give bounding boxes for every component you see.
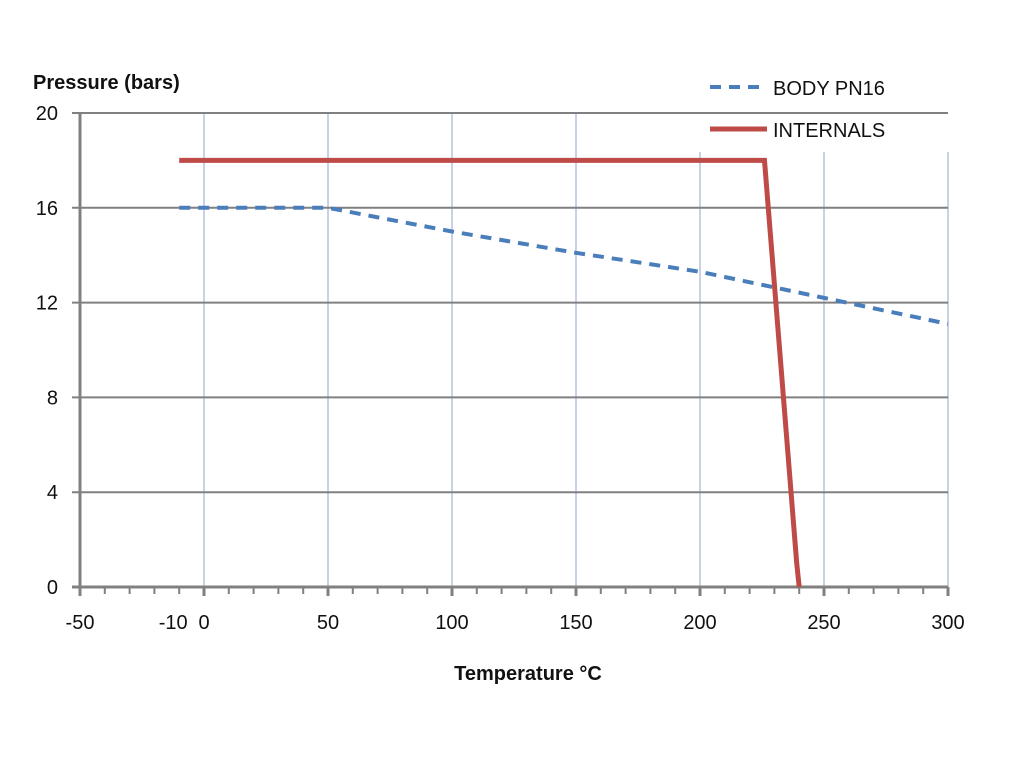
x-tick-label: 300 bbox=[931, 612, 964, 634]
legend: BODY PN16 INTERNALS bbox=[710, 78, 885, 142]
tick-labels: 0 4 8 12 16 20 -50 -10 0 50 100 150 200 250 300 bbox=[36, 103, 965, 634]
x-tick-label: -50 bbox=[66, 612, 95, 634]
y-axis-title: Pressure (bars) bbox=[33, 72, 180, 94]
y-tick-label: 0 bbox=[47, 577, 58, 599]
x-axis-title: Temperature °C bbox=[454, 663, 602, 685]
grid bbox=[72, 112, 949, 587]
y-tick-label: 8 bbox=[47, 387, 58, 409]
x-tick-label: 250 bbox=[807, 612, 840, 634]
y-tick-label: 4 bbox=[47, 482, 58, 504]
x-tick-label: 100 bbox=[435, 612, 468, 634]
internals-line bbox=[179, 157, 802, 588]
x-tick-label: 0 bbox=[198, 612, 209, 634]
legend-background bbox=[705, 118, 955, 151]
legend-label: INTERNALS bbox=[773, 120, 885, 142]
y-tick-label: 16 bbox=[36, 198, 58, 220]
y-tick-label: 12 bbox=[36, 293, 58, 315]
series bbox=[179, 157, 949, 588]
x-tick-label: 150 bbox=[559, 612, 592, 634]
body-pn16-line bbox=[179, 205, 949, 326]
x-tick-label: -10 bbox=[159, 612, 188, 634]
x-tick-label: 50 bbox=[317, 612, 339, 634]
legend-label: BODY PN16 bbox=[773, 78, 885, 100]
y-tick-label: 20 bbox=[36, 103, 58, 125]
x-tick-label: 200 bbox=[683, 612, 716, 634]
axes bbox=[72, 113, 950, 596]
